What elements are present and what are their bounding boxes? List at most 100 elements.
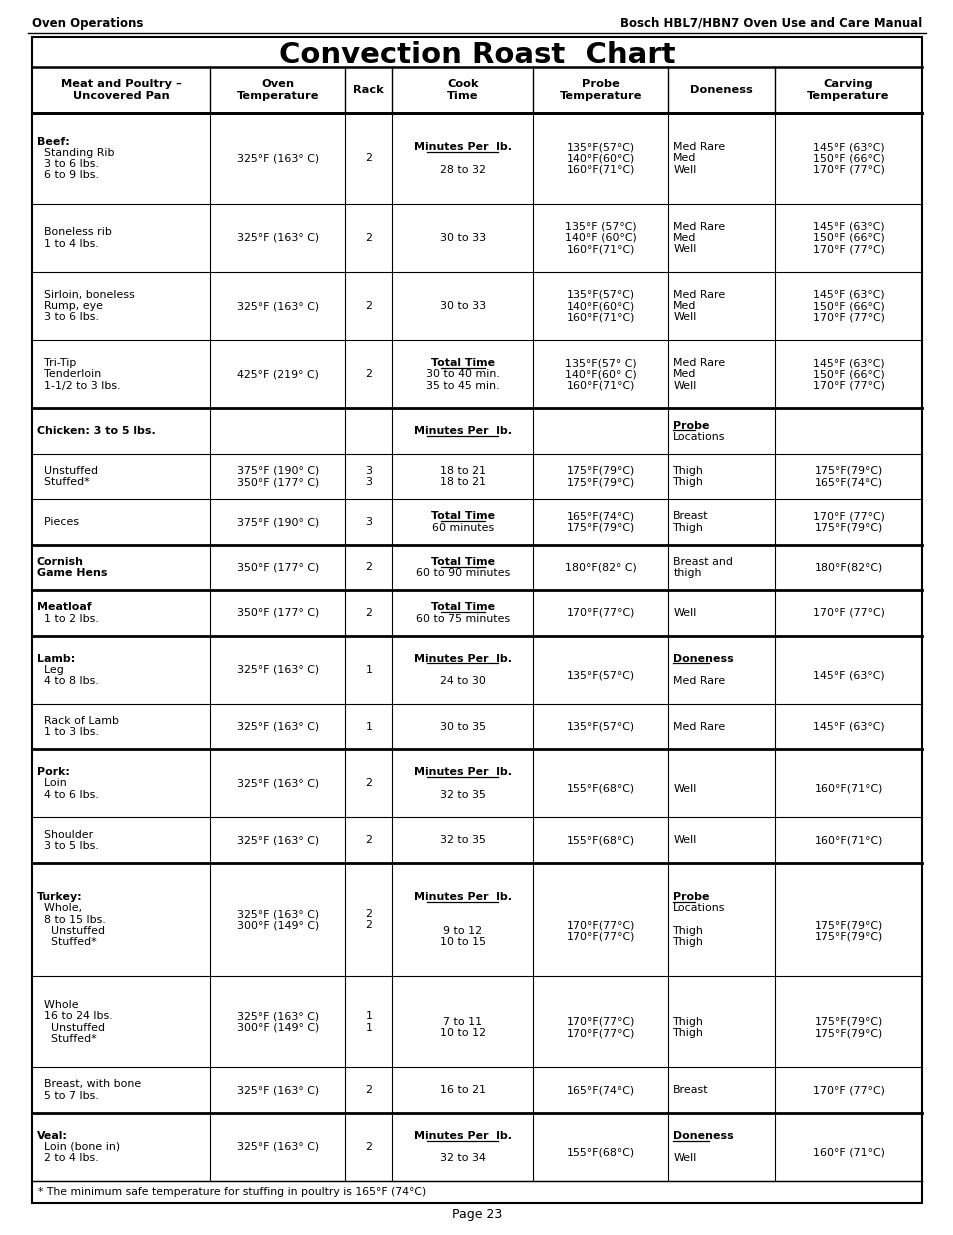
Text: 1 to 2 lbs.: 1 to 2 lbs.: [37, 614, 99, 624]
Text: 325°F (163° C): 325°F (163° C): [236, 1142, 318, 1152]
Text: 145°F (63°C): 145°F (63°C): [812, 142, 883, 152]
Text: 60 minutes: 60 minutes: [431, 522, 494, 532]
Text: 135°F(57°C): 135°F(57°C): [566, 290, 634, 300]
Text: 32 to 35: 32 to 35: [439, 835, 485, 845]
Text: 60 to 75 minutes: 60 to 75 minutes: [416, 614, 509, 624]
Text: Thigh: Thigh: [673, 1029, 703, 1039]
Text: Cook
Time: Cook Time: [447, 79, 478, 101]
Text: Med Rare: Med Rare: [673, 222, 725, 232]
Text: 10 to 12: 10 to 12: [439, 1029, 485, 1039]
Text: 155°F(68°C): 155°F(68°C): [566, 835, 634, 845]
Text: 3 to 6 lbs.: 3 to 6 lbs.: [37, 159, 99, 169]
Text: 1: 1: [365, 1023, 372, 1032]
Text: Total Time: Total Time: [430, 511, 495, 521]
Text: Meatloaf: Meatloaf: [37, 603, 91, 613]
Text: 1 to 3 lbs.: 1 to 3 lbs.: [37, 727, 99, 737]
Text: 7 to 11: 7 to 11: [443, 1016, 482, 1028]
Text: 165°F(74°C): 165°F(74°C): [566, 1086, 634, 1095]
Text: Med Rare: Med Rare: [673, 290, 725, 300]
Text: Well: Well: [673, 164, 696, 174]
Text: 32 to 34: 32 to 34: [439, 1153, 485, 1163]
Text: Total Time: Total Time: [430, 603, 495, 613]
Text: Game Hens: Game Hens: [37, 568, 108, 578]
Text: 16 to 21: 16 to 21: [439, 1086, 485, 1095]
Text: Convection Roast  Chart: Convection Roast Chart: [278, 41, 675, 69]
Text: Cornish: Cornish: [37, 557, 84, 567]
Text: 3: 3: [365, 466, 372, 475]
Text: 325°F (163° C): 325°F (163° C): [236, 301, 318, 311]
Text: 30 to 35: 30 to 35: [439, 721, 485, 731]
Text: 60 to 90 minutes: 60 to 90 minutes: [416, 568, 510, 578]
Text: Thigh: Thigh: [673, 937, 703, 947]
Text: 2: 2: [365, 835, 372, 845]
Text: 170°F(77°C): 170°F(77°C): [566, 1016, 635, 1028]
Text: 10 to 15: 10 to 15: [439, 937, 485, 947]
Text: Shoulder: Shoulder: [37, 830, 93, 840]
Text: Well: Well: [673, 784, 696, 794]
Text: 3: 3: [365, 477, 372, 487]
Text: 3 to 5 lbs.: 3 to 5 lbs.: [37, 841, 99, 851]
Text: Locations: Locations: [673, 432, 725, 442]
Text: Minutes Per  lb.: Minutes Per lb.: [414, 142, 511, 152]
Text: 135°F(57°C): 135°F(57°C): [566, 142, 634, 152]
Text: 165°F(74°C): 165°F(74°C): [814, 477, 882, 487]
Text: Minutes Per  lb.: Minutes Per lb.: [414, 892, 511, 903]
Text: 175°F(79°C): 175°F(79°C): [814, 1016, 882, 1028]
Text: 2: 2: [365, 920, 372, 930]
Text: Minutes Per  lb.: Minutes Per lb.: [414, 767, 511, 777]
Text: 1-1/2 to 3 lbs.: 1-1/2 to 3 lbs.: [37, 380, 120, 390]
Text: 170°F (77°C): 170°F (77°C): [812, 380, 883, 390]
Text: Rump, eye: Rump, eye: [37, 301, 103, 311]
Text: Med Rare: Med Rare: [673, 676, 725, 685]
Text: Unstuffed: Unstuffed: [37, 1023, 105, 1032]
Text: 170°F (77°C): 170°F (77°C): [812, 245, 883, 254]
Text: 150°F (66°C): 150°F (66°C): [812, 153, 883, 163]
Text: 1 to 4 lbs.: 1 to 4 lbs.: [37, 238, 99, 248]
Text: Well: Well: [673, 312, 696, 322]
Text: 325°F (163° C): 325°F (163° C): [236, 1011, 318, 1021]
Text: 145°F (63°C): 145°F (63°C): [812, 358, 883, 368]
Text: Thigh: Thigh: [673, 926, 703, 936]
Text: 350°F (177° C): 350°F (177° C): [236, 608, 318, 618]
Text: 1: 1: [365, 664, 372, 674]
Text: Breast: Breast: [673, 511, 708, 521]
Text: Minutes Per  lb.: Minutes Per lb.: [414, 653, 511, 663]
Text: Stuffed*: Stuffed*: [37, 937, 96, 947]
Text: Med Rare: Med Rare: [673, 721, 725, 731]
Text: Standing Rib: Standing Rib: [37, 148, 114, 158]
Text: 175°F(79°C): 175°F(79°C): [814, 931, 882, 941]
Text: 175°F(79°C): 175°F(79°C): [814, 1029, 882, 1039]
Text: Total Time: Total Time: [430, 358, 495, 368]
Text: Well: Well: [673, 608, 696, 618]
Text: 6 to 9 lbs.: 6 to 9 lbs.: [37, 170, 99, 180]
Text: Well: Well: [673, 245, 696, 254]
Text: Stuffed*: Stuffed*: [37, 477, 90, 487]
Text: 1: 1: [365, 721, 372, 731]
Text: Tenderloin: Tenderloin: [37, 369, 101, 379]
Text: Med: Med: [673, 153, 696, 163]
Text: 155°F(68°C): 155°F(68°C): [566, 1147, 634, 1157]
Text: Breast: Breast: [673, 1086, 708, 1095]
Text: 145°F (63°C): 145°F (63°C): [812, 222, 883, 232]
Text: 5 to 7 lbs.: 5 to 7 lbs.: [37, 1091, 99, 1100]
Text: Leg: Leg: [37, 664, 64, 674]
Text: Rack of Lamb: Rack of Lamb: [37, 716, 119, 726]
Text: 145°F (63°C): 145°F (63°C): [812, 721, 883, 731]
Text: 2: 2: [365, 153, 372, 163]
Text: 170°F (77°C): 170°F (77°C): [812, 312, 883, 322]
Text: 375°F (190° C): 375°F (190° C): [236, 517, 318, 527]
Text: Lamb:: Lamb:: [37, 653, 75, 663]
Text: 2: 2: [365, 301, 372, 311]
Text: 35 to 45 min.: 35 to 45 min.: [426, 380, 499, 390]
Text: 3 to 6 lbs.: 3 to 6 lbs.: [37, 312, 99, 322]
Text: 2: 2: [365, 1142, 372, 1152]
Text: Beef:: Beef:: [37, 137, 70, 147]
Text: Total Time: Total Time: [430, 557, 495, 567]
Text: 300°F (149° C): 300°F (149° C): [236, 920, 318, 930]
Text: 160°F (71°C): 160°F (71°C): [812, 1147, 883, 1157]
Text: 170°F (77°C): 170°F (77°C): [812, 164, 883, 174]
Text: 170°F(77°C): 170°F(77°C): [566, 608, 635, 618]
Text: Oven Operations: Oven Operations: [32, 17, 143, 30]
Text: 170°F (77°C): 170°F (77°C): [812, 1086, 883, 1095]
Text: 175°F(79°C): 175°F(79°C): [566, 466, 634, 475]
